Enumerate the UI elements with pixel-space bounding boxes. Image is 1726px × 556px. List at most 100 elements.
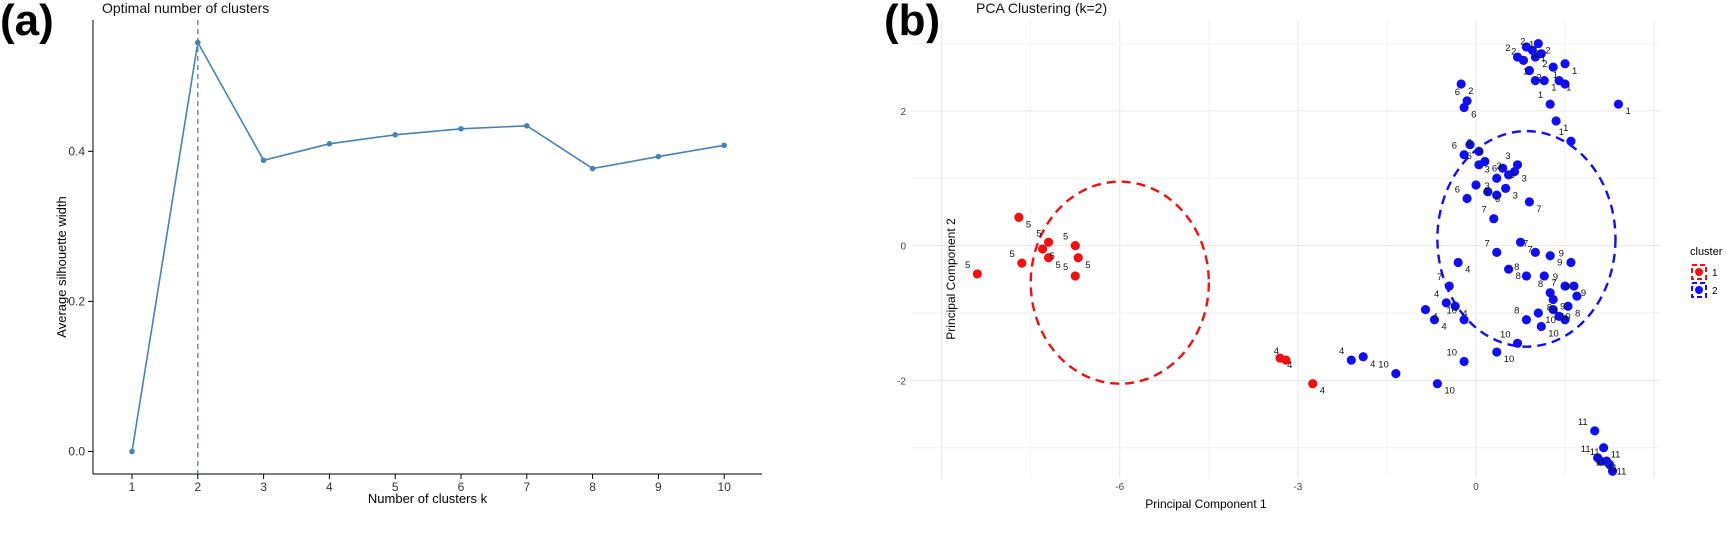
cluster-2-point — [1536, 321, 1546, 332]
point-label: 5 — [1085, 260, 1090, 271]
point-label: 11 — [1611, 450, 1621, 461]
y-axis-title: Principal Component 2 — [944, 218, 958, 340]
point-label: 4 — [1370, 359, 1375, 370]
data-point — [655, 153, 662, 160]
cluster-2-point — [1429, 315, 1440, 325]
y-tick-label: 2 — [900, 107, 906, 118]
point-label: 8 — [1514, 306, 1519, 317]
cluster-2-point — [1480, 156, 1490, 167]
cluster-2-point — [1548, 62, 1558, 72]
cluster-2-point — [1512, 338, 1523, 348]
legend-label-2: 2 — [1712, 286, 1718, 297]
point-label: 9 — [1560, 302, 1565, 313]
point-label: 6 — [1495, 194, 1500, 205]
cluster-1-point — [1281, 355, 1291, 365]
data-point — [260, 157, 267, 164]
point-label: 11 — [1590, 447, 1600, 458]
point-label: 10 — [1500, 329, 1511, 340]
cluster-2-point — [1432, 379, 1442, 389]
point-label: 2 — [1511, 46, 1516, 57]
cluster-2-point — [1560, 281, 1570, 291]
data-point — [589, 165, 596, 172]
data-point — [195, 39, 201, 46]
point-label: 1 — [1553, 70, 1558, 81]
cluster-1-point — [972, 269, 982, 279]
point-label: 3 — [1505, 151, 1510, 162]
point-label: 3 — [1513, 190, 1518, 201]
cluster-2-point — [1533, 38, 1543, 49]
point-label: 10 — [1444, 386, 1455, 397]
point-label: 1 — [1541, 53, 1546, 64]
legend-swatch-2 — [1695, 286, 1703, 294]
x-tick-label: 9 — [655, 480, 662, 494]
point-label: 7 — [1527, 244, 1532, 255]
point-label: 9 — [1553, 272, 1558, 283]
x-axis-title: Number of clusters k — [368, 491, 488, 506]
point-label: 3 — [1510, 170, 1515, 181]
point-label: 7 — [1523, 238, 1528, 249]
cluster-2-point — [1492, 247, 1502, 257]
point-label: 11 — [1596, 457, 1606, 468]
series-line — [131, 40, 725, 452]
cluster-2-point — [1524, 197, 1534, 207]
cluster-2-point — [1530, 76, 1540, 86]
cluster-2-point — [1450, 301, 1460, 311]
y-axis-title: Average silhouette width — [54, 196, 69, 337]
point-label: 5 — [1063, 232, 1068, 243]
point-label: 4 — [1287, 360, 1292, 371]
point-label: 3 — [1484, 164, 1489, 175]
point-label: 1 — [1559, 127, 1564, 138]
cluster-2-point — [1483, 187, 1493, 197]
point-label: 4 — [1320, 386, 1325, 397]
point-label: 6 — [1483, 187, 1488, 198]
point-label: 10 — [1504, 354, 1515, 365]
point-label: 5 — [965, 260, 970, 271]
point-label: 11 — [1578, 417, 1588, 428]
point-label: 11 — [1608, 463, 1618, 474]
point-label: 4 — [1434, 289, 1439, 300]
legend-key-1 — [1691, 264, 1707, 280]
cluster-2-point — [1492, 347, 1502, 357]
cluster-2-point — [1504, 264, 1514, 274]
point-label: 5 — [1036, 228, 1041, 239]
cluster-2-point — [1492, 173, 1502, 183]
x-tick-label: 10 — [718, 480, 732, 494]
cluster-2-point — [1607, 466, 1618, 476]
point-label: 7 — [1536, 204, 1541, 215]
point-label: 8 — [1575, 308, 1580, 319]
x-tick-label: 3 — [260, 480, 267, 494]
point-label: 4 — [1441, 322, 1446, 333]
cluster-2-point — [1489, 214, 1499, 224]
cluster-2-point — [1566, 136, 1576, 146]
cluster-2-point — [1548, 294, 1558, 305]
point-label: 3 — [1522, 174, 1527, 185]
x-tick-label: 4 — [326, 480, 333, 494]
panel-a-title: Optimal number of clusters — [102, 0, 270, 16]
point-label: 7 — [1484, 238, 1489, 249]
cluster-2-point — [1465, 140, 1475, 150]
cluster-2-point — [1346, 355, 1356, 365]
y-tick-label: 0.2 — [68, 294, 85, 308]
cluster-2-point — [1518, 55, 1529, 66]
cluster-2-point — [1560, 59, 1570, 69]
x-tick-label: 8 — [589, 480, 596, 494]
y-tick-label: -2 — [897, 376, 906, 387]
cluster-2-point — [1462, 193, 1472, 204]
cluster-2-point — [1569, 281, 1579, 291]
point-label: 11 — [1617, 467, 1627, 478]
point-label: 4 — [1339, 346, 1344, 357]
data-point — [129, 448, 135, 455]
cluster-1-point — [1070, 241, 1080, 251]
point-label: 2 — [1533, 49, 1538, 60]
cluster-2-point — [1566, 257, 1576, 268]
cluster-2-point — [1459, 356, 1469, 367]
cluster-2-point — [1521, 315, 1532, 325]
legend-title: cluster — [1690, 246, 1723, 258]
point-label: 10 — [1548, 328, 1559, 339]
cluster-1-point — [1043, 237, 1054, 247]
cluster-2-point — [1560, 79, 1570, 89]
point-label: 11 — [1581, 444, 1591, 455]
legend-swatch-1 — [1695, 268, 1703, 276]
cluster-2-point — [1524, 65, 1534, 76]
cluster-1-point — [1017, 258, 1027, 268]
